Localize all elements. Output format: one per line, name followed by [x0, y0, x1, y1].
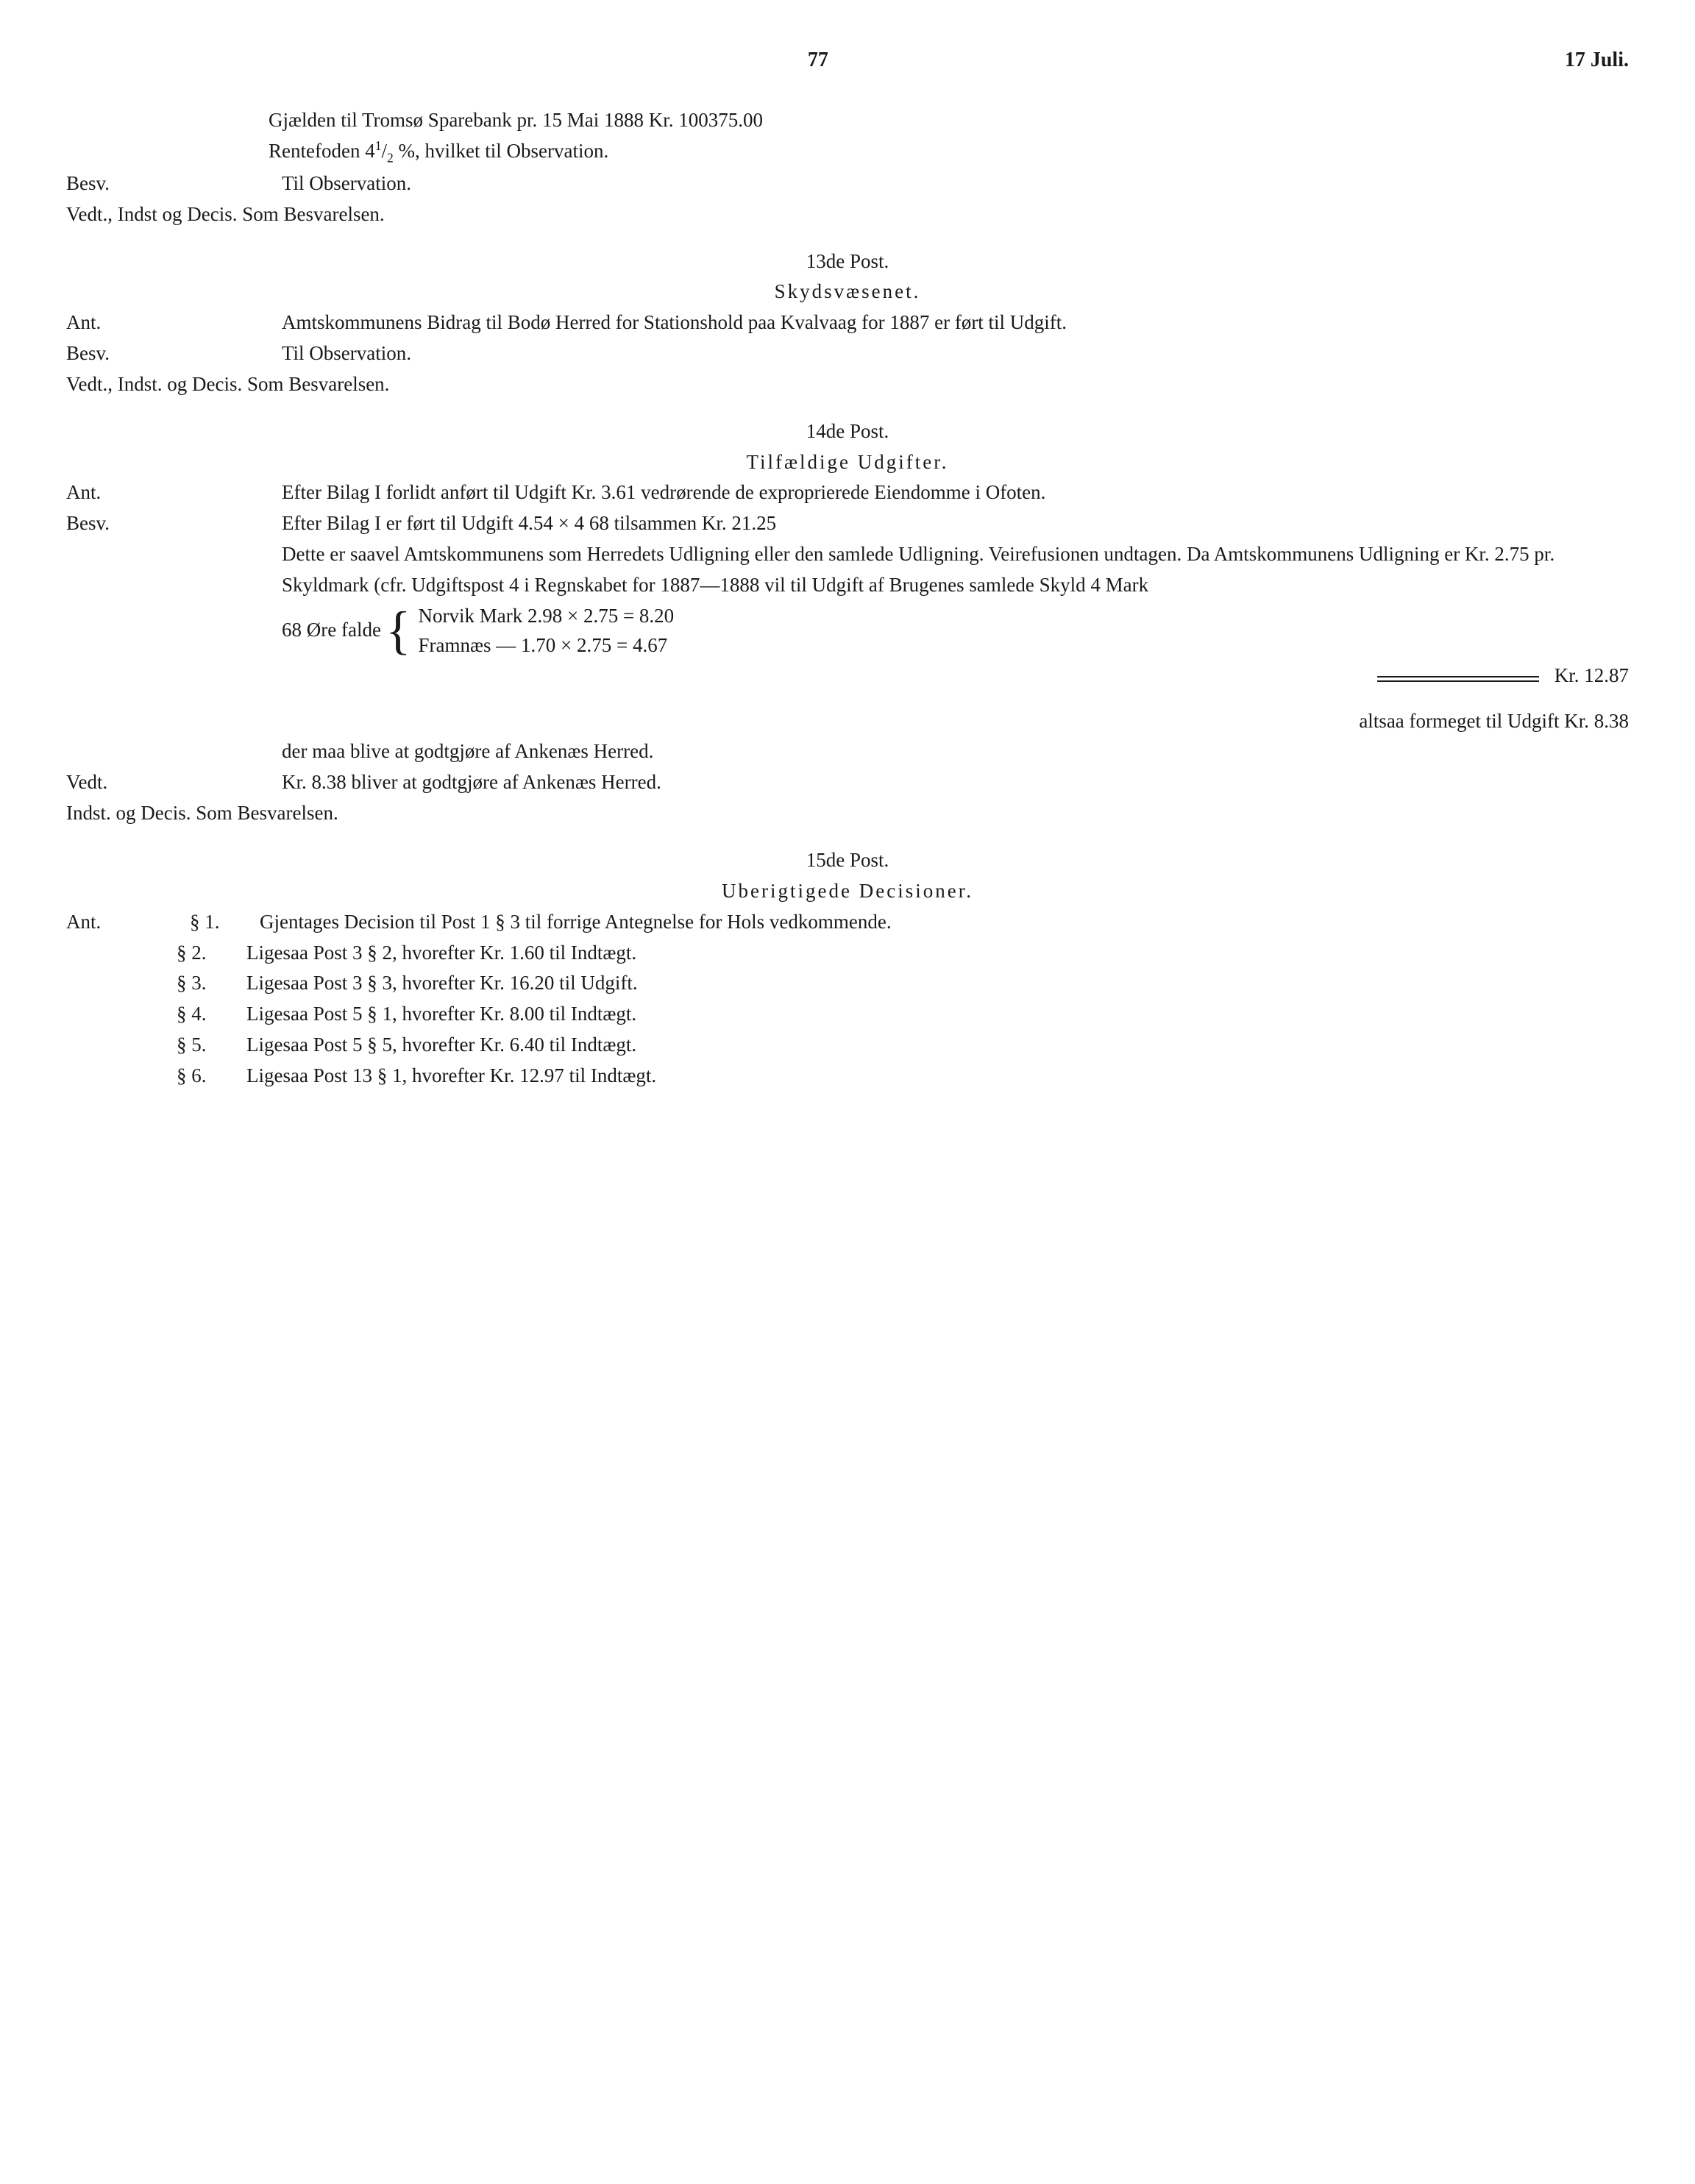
post14-vedt-row: Vedt. Kr. 8.38 bliver at godtgjøre af An…	[66, 767, 1629, 798]
page-number: 77	[808, 44, 828, 76]
frac-num: 1	[375, 138, 382, 153]
post14-subheading: Tilfældige Udgifter.	[66, 447, 1629, 478]
post14-heading: 14de Post.	[66, 416, 1629, 447]
post14-brace-line1: Norvik Mark 2.98 × 2.75 = 8.20	[419, 601, 675, 631]
post14-brace-line2-text: Framnæs — 1.70 × 2.75 = 4.67	[419, 634, 668, 656]
post14-sum-label: Kr. 12.87	[1554, 664, 1629, 686]
header-date: 17 Juli.	[1565, 44, 1629, 76]
post13-vedt: Vedt., Indst. og Decis. Som Besvarelsen.	[66, 369, 1629, 400]
post14-brace-line2: Framnæs — 1.70 × 2.75 = 4.67	[419, 630, 675, 661]
post14-vedt-text: Kr. 8.38 bliver at godtgjøre af Ankenæs …	[282, 767, 1629, 798]
rentefoden-prefix: Rentefoden 4	[269, 140, 375, 162]
rentefoden-suffix: %, hvilket til Observation.	[394, 140, 608, 162]
post14-dermaa: der maa blive at godtgjøre af Ankenæs He…	[282, 736, 1629, 767]
post13-subheading: Skydsvæsenet.	[66, 277, 1629, 307]
post15-ant-label: Ant.	[66, 907, 190, 938]
post15-item-text-3: Ligesaa Post 5 § 1, hvorefter Kr. 8.00 t…	[246, 999, 636, 1030]
opening-line-2: Rentefoden 41/2 %, hvilket til Observati…	[66, 136, 1629, 168]
post15-item-num-2: § 3.	[177, 968, 246, 999]
post14-besv-label: Besv.	[66, 508, 282, 539]
post15-item-text-0: Gjentages Decision til Post 1 § 3 til fo…	[260, 907, 1629, 938]
post13-besv-row: Besv. Til Observation.	[66, 338, 1629, 369]
post15-item-row-2: § 3. Ligesaa Post 3 § 3, hvorefter Kr. 1…	[66, 968, 1629, 999]
post13-heading: 13de Post.	[66, 246, 1629, 277]
post13-ant-row: Ant. Amtskommunens Bidrag til Bodø Herre…	[66, 307, 1629, 338]
post15-item-row-4: § 5. Ligesaa Post 5 § 5, hvorefter Kr. 6…	[66, 1030, 1629, 1061]
post15-item-text-1: Ligesaa Post 3 § 2, hvorefter Kr. 1.60 t…	[246, 938, 636, 969]
post14-indst: Indst. og Decis. Som Besvarelsen.	[66, 798, 1629, 829]
opening-besv-label: Besv.	[66, 168, 282, 199]
post15-item-row-5: § 6. Ligesaa Post 13 § 1, hvorefter Kr. …	[66, 1061, 1629, 1092]
post15-item-row-3: § 4. Ligesaa Post 5 § 1, hvorefter Kr. 8…	[66, 999, 1629, 1030]
post15-heading: 15de Post.	[66, 845, 1629, 876]
post13-ant-label: Ant.	[66, 307, 282, 338]
post15-item-text-5: Ligesaa Post 13 § 1, hvorefter Kr. 12.97…	[246, 1061, 656, 1092]
post14-brace-lines: Norvik Mark 2.98 × 2.75 = 8.20 Framnæs —…	[419, 601, 675, 661]
post14-besv-row: Besv. Efter Bilag I er ført til Udgift 4…	[66, 508, 1629, 767]
rule-line-icon	[1377, 676, 1539, 682]
post14-sum-row: Kr. 12.87	[282, 661, 1629, 691]
post14-brace-left: 68 Øre falde	[282, 615, 381, 646]
post15-sub-items: § 2. Ligesaa Post 3 § 2, hvorefter Kr. 1…	[66, 938, 1629, 1092]
post15-item-text-4: Ligesaa Post 5 § 5, hvorefter Kr. 6.40 t…	[246, 1030, 636, 1061]
post15-item-num-5: § 6.	[177, 1061, 246, 1092]
opening-vedt: Vedt., Indst og Decis. Som Besvarelsen.	[66, 199, 1629, 230]
post14-ant-row: Ant. Efter Bilag I forlidt anført til Ud…	[66, 477, 1629, 508]
post15-item-num-0: § 1.	[190, 907, 260, 938]
post14-besv-body: Efter Bilag I er ført til Udgift 4.54 × …	[282, 508, 1629, 767]
page-header: 77 17 Juli.	[66, 44, 1629, 76]
page: 77 17 Juli. Gjælden til Tromsø Sparebank…	[66, 44, 1629, 1092]
post15-ant-row: Ant. § 1. Gjentages Decision til Post 1 …	[66, 907, 1629, 938]
post15-item-num-4: § 5.	[177, 1030, 246, 1061]
post15-item-num-3: § 4.	[177, 999, 246, 1030]
frac-den: 2	[387, 151, 394, 166]
post14-ant-text: Efter Bilag I forlidt anført til Udgift …	[282, 477, 1629, 508]
opening-besv-row: Besv. Til Observation.	[66, 168, 1629, 199]
post14-altsaa: altsaa formeget til Udgift Kr. 8.38	[282, 706, 1629, 737]
post14-ant-label: Ant.	[66, 477, 282, 508]
brace-icon: {	[381, 615, 419, 647]
post13-ant-text: Amtskommunens Bidrag til Bodø Herred for…	[282, 307, 1629, 338]
post13-besv-label: Besv.	[66, 338, 282, 369]
header-spacer	[66, 44, 71, 76]
post15-first-item: § 1. Gjentages Decision til Post 1 § 3 t…	[190, 907, 1629, 938]
post14-besv-line1: Efter Bilag I er ført til Udgift 4.54 × …	[282, 508, 1629, 539]
post15-item-text-2: Ligesaa Post 3 § 3, hvorefter Kr. 16.20 …	[246, 968, 638, 999]
post15-item-row-1: § 2. Ligesaa Post 3 § 2, hvorefter Kr. 1…	[66, 938, 1629, 969]
post15-subheading: Uberigtigede Decisioner.	[66, 876, 1629, 907]
post13-besv-text: Til Observation.	[282, 338, 1629, 369]
post14-vedt-label: Vedt.	[66, 767, 282, 798]
opening-line-1: Gjælden til Tromsø Sparebank pr. 15 Mai …	[66, 105, 1629, 136]
post14-besv-line2: Dette er saavel Amtskommunens som Herred…	[282, 539, 1629, 601]
post14-brace-block: 68 Øre falde { Norvik Mark 2.98 × 2.75 =…	[282, 601, 1629, 661]
post15-item-num-1: § 2.	[177, 938, 246, 969]
opening-besv-text: Til Observation.	[282, 168, 1629, 199]
